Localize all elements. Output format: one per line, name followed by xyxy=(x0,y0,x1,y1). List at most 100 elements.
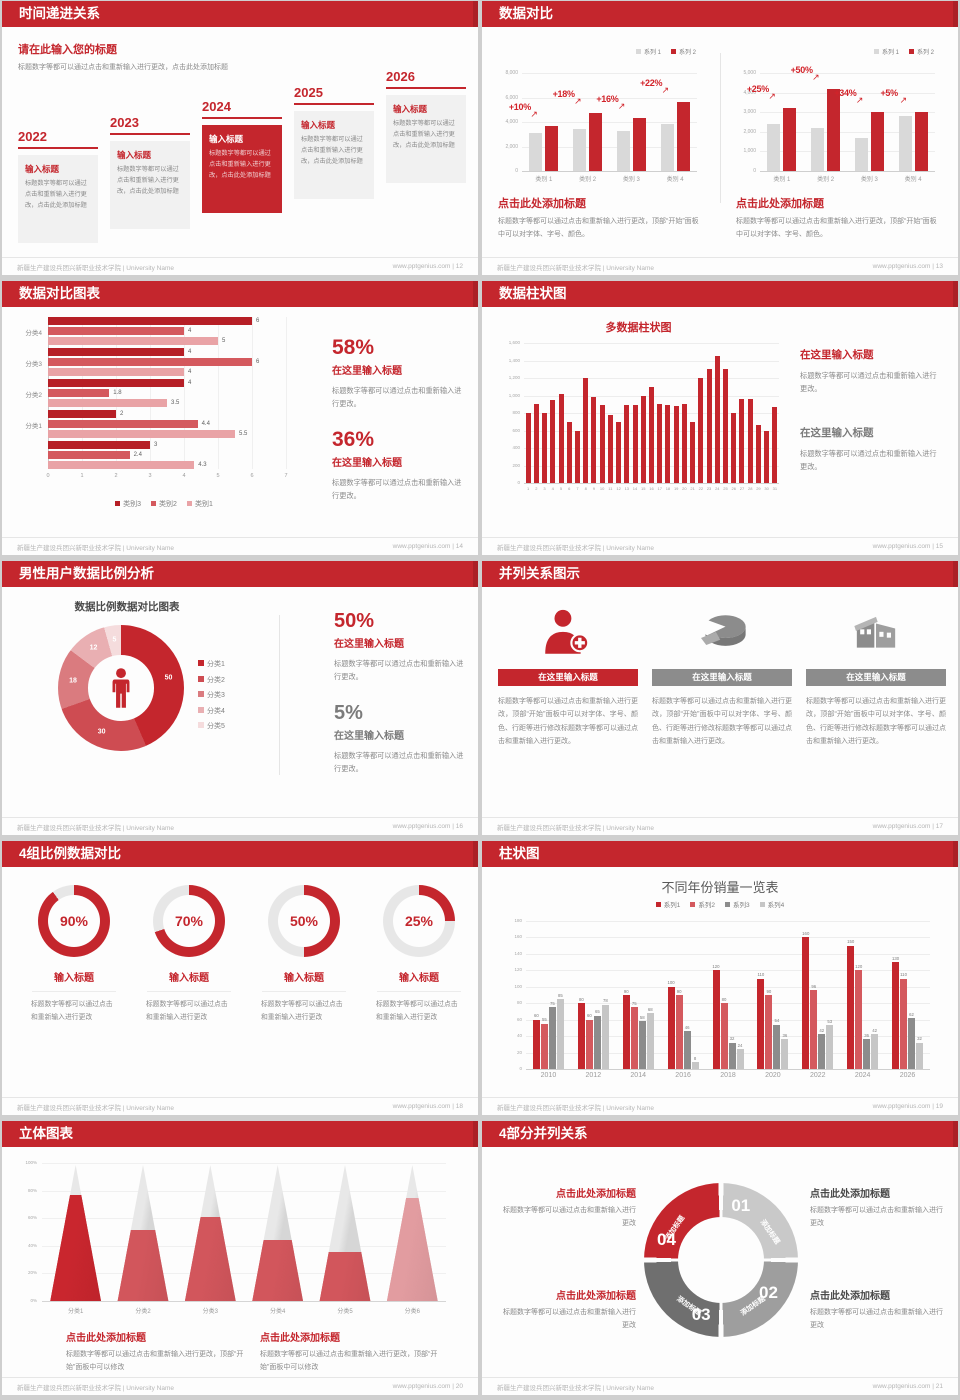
x-tick-label: 类别 3 xyxy=(622,177,640,183)
growth-percent: +25% xyxy=(746,84,769,95)
slide-18[interactable]: 4组比例数据对比 90% 输入标题 标题数字等都可以通过点击和重新输入进行更改 70%… xyxy=(2,841,478,1115)
slide-content: 不同年份销量一览表 系列1 系列2 系列3 系列4 0 20 40 60 80 100 120 14… xyxy=(482,867,958,1097)
slide-19[interactable]: 柱状图 不同年份销量一览表 系列1 系列2 系列3 系列4 0 20 40 60 80 100 1… xyxy=(482,841,958,1115)
bar xyxy=(827,88,841,171)
bar-value-label: 2 xyxy=(120,411,124,417)
slide-13[interactable]: 数据对比 系列 1 系列 2 系列 1 系列 2 0 2,000 4,000 6,000 8… xyxy=(482,1,958,275)
bar-value-label: 32 xyxy=(729,1036,735,1042)
gridline xyxy=(526,1019,930,1021)
bar-value-label: 6 xyxy=(256,359,260,365)
legend-item: 系列1 xyxy=(655,899,680,909)
legend-swatch-icon xyxy=(908,49,914,54)
donut-chart: 50 30 18 12 5 xyxy=(58,625,184,751)
x-tick-label: 5 xyxy=(559,486,563,491)
parallel-column: 在这里输入标题 标题数字等都可以通过点击和重新输入进行更改，顶部“开始”面板中可以… xyxy=(498,603,638,748)
gauge-title: 输入标题 xyxy=(284,973,324,984)
slide-content: 数据比例数据对比图表 50 30 18 12 5 分类1 分类2 分类3 分类4 分类5 50%… xyxy=(2,587,478,817)
bar-value-label: 110 xyxy=(757,972,765,978)
bar xyxy=(566,421,572,483)
bar-value-label: 150 xyxy=(847,939,855,945)
footer-school: 新疆生产建设兵团兴新职业技术学院 | University Name xyxy=(497,264,654,272)
bar xyxy=(525,413,531,483)
legend-item: 系列 1 xyxy=(635,47,661,56)
milestone-title: 输入标题 xyxy=(301,120,336,130)
slide-14[interactable]: 数据对比图表 0 1 2 3 4 5 6 7 分类4 6 4 5 分类3 4 6 4 分类2 4 1.8 3.5 分类1… xyxy=(2,281,478,555)
x-tick-label: 6 xyxy=(568,486,571,491)
bar xyxy=(900,978,908,1069)
gridline xyxy=(522,146,697,148)
x-tick-label: 4 xyxy=(551,486,554,491)
gauge-body: 标题数字等都可以通过点击和重新输入进行更改 xyxy=(261,1001,343,1021)
bar xyxy=(676,102,690,171)
bar-value-label: 60 xyxy=(534,1013,539,1019)
slide-content: 0% 20% 40% 60% 80% 100% 分类1 分类2 分类3 分类4 分类5 分类6 点击此… xyxy=(2,1147,478,1377)
bar xyxy=(667,986,675,1069)
growth-percent: +18% xyxy=(552,89,575,100)
x-tick-label: 10 xyxy=(599,486,605,491)
divider xyxy=(377,991,461,992)
legend: 系列 1 系列 2 xyxy=(734,47,939,56)
gauge-body: 标题数字等都可以通过点击和重新输入进行更改 xyxy=(31,1001,113,1021)
slice-value-label: 50 xyxy=(164,674,173,682)
column-body: 标题数字等都可以通过点击和重新输入进行更改，顶部“开始”面板中可以对字体、字号、… xyxy=(498,698,638,745)
y-tick-label: 800 xyxy=(512,410,520,415)
gridline xyxy=(760,151,935,153)
legend-label: 类别2 xyxy=(159,501,177,508)
slide-17[interactable]: 并列关系图示 在这里输入标题 标题数字等都可以通过点击和重新输入进行更改，顶部“开… xyxy=(482,561,958,835)
column-title-banner: 在这里输入标题 xyxy=(652,669,792,686)
bar-value-label: 4 xyxy=(188,380,192,386)
bar-value-label: 36 xyxy=(864,1032,870,1038)
x-tick-label: 19 xyxy=(673,486,679,491)
slide-21[interactable]: 4部分并列关系 01 添加标题 02 添加标题 03 添加标题 04 添加标题 点击此处添加标… xyxy=(482,1121,958,1395)
stat-block: 5% 在这里输入标题 标题数字等都可以通过点击和重新输入进行更改。 xyxy=(334,703,464,776)
y-tick-label: 100% xyxy=(25,1160,37,1165)
bar xyxy=(720,1003,728,1069)
block-body: 标题数字等都可以通过点击和重新输入进行更改 xyxy=(810,1207,943,1227)
bar xyxy=(556,999,564,1069)
slide-content: 请在此输入您的标题 标题数字等都可以通过点击和重新输入进行更改，点击此处添加标题… xyxy=(2,27,478,257)
x-tick-label: 1 xyxy=(80,473,84,479)
y-tick-label: 0 xyxy=(515,168,518,174)
y-tick-label: 160 xyxy=(514,934,522,940)
x-tick-label: 分类5 xyxy=(337,1309,353,1315)
gridline xyxy=(526,1069,930,1070)
gauge-hole xyxy=(48,895,100,947)
bar-value-label: 80 xyxy=(721,996,727,1002)
timeline-milestone: 2022 输入标题 标题数字等都可以通过点击和重新输入进行更改，点击此处添加标题 xyxy=(18,129,98,243)
slide-content: 多数据柱状图 0 200 400 600 800 1,000 1,200 1,400 1,600… xyxy=(482,307,958,537)
bar-value-label: 90 xyxy=(766,988,772,994)
slide-20[interactable]: 立体图表 0% 20% 40% 60% 80% 100% 分类1 分类2 分类3 分类4 分类5 分类… xyxy=(2,1121,478,1395)
segment-number: 01 xyxy=(731,1195,751,1215)
page-number: 19 xyxy=(935,1103,943,1110)
bar xyxy=(781,1039,789,1069)
bar xyxy=(690,421,696,483)
x-tick-label: 2 xyxy=(535,486,538,491)
bar xyxy=(48,430,235,438)
bar xyxy=(599,405,605,483)
gridline xyxy=(760,92,935,94)
bar-value-label: 4 xyxy=(188,369,192,375)
growth-label: +50% ↗ xyxy=(780,65,824,82)
milestone-body: 标题数字等都可以通过点击和重新输入进行更改，点击此处添加标题 xyxy=(301,136,363,165)
page-number: 13 xyxy=(935,263,943,270)
gauge-block: 70% 输入标题 标题数字等都可以通过点击和重新输入进行更改 xyxy=(141,885,237,1024)
cone xyxy=(386,1165,438,1301)
stat-body: 标题数字等都可以通过点击和重新输入进行更改。 xyxy=(332,478,462,501)
x-tick-label: 分类2 xyxy=(135,1309,151,1315)
legend-item: 类别3 xyxy=(115,499,141,509)
x-tick-label: 0 xyxy=(46,473,50,479)
bar xyxy=(773,1024,781,1069)
x-tick-label: 6 xyxy=(250,473,254,479)
legend-label: 分类5 xyxy=(207,723,225,730)
x-tick-label: 类别 4 xyxy=(666,177,684,183)
x-tick-label: 11 xyxy=(608,486,613,491)
slide-12[interactable]: 时间递进关系 请在此输入您的标题 标题数字等都可以通过点击和重新输入进行更改，点… xyxy=(2,1,478,275)
legend-item: 类别2 xyxy=(151,499,177,509)
growth-arrow-icon: ↗ xyxy=(768,91,776,102)
slide-15[interactable]: 数据柱状图 多数据柱状图 0 200 400 600 800 1,000 1,200 1,40… xyxy=(482,281,958,555)
x-tick-label: 2024 xyxy=(854,1072,871,1079)
bar-value-label: 80 xyxy=(578,996,584,1002)
legend-item: 系列2 xyxy=(690,899,715,909)
slide-16[interactable]: 男性用户数据比例分析 数据比例数据对比图表 50 30 18 12 5 分类1 分类2 分类… xyxy=(2,561,478,835)
bar xyxy=(48,379,184,387)
